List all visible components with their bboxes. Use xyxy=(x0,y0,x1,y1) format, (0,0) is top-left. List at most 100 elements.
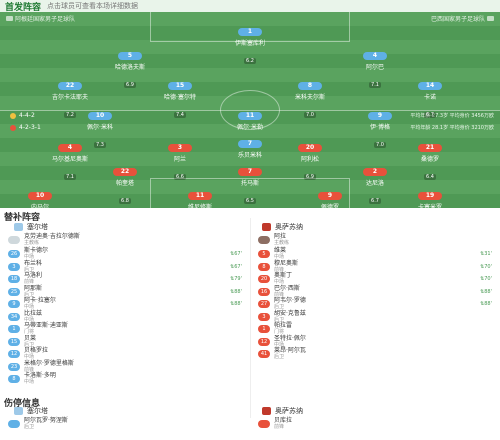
sub-number: 1 xyxy=(258,325,270,333)
page-subtitle: 点击球员可查看本场详细数据 xyxy=(47,2,139,10)
away-player[interactable]: 19卡塞米罗7.2 xyxy=(395,182,465,208)
home-avg-age: 平均年龄 27.3岁 xyxy=(410,113,449,119)
player-name: 维尼修斯 xyxy=(187,204,212,208)
sub-row[interactable]: 9 阿卡·拉塞尔 中场 ⇅88' xyxy=(8,298,242,310)
away-player[interactable]: 10内马尔7.3 xyxy=(5,182,75,208)
player-name: 伊斯塞库利 xyxy=(234,40,265,47)
home-avg-value: 平均身价 3456万欧 xyxy=(449,113,494,119)
away-team-label[interactable]: 巴西国家男子足球队 xyxy=(431,14,494,23)
home-player[interactable]: 5 哈德洛夫斯 6.9 xyxy=(95,42,165,90)
home-team-label[interactable]: 阿根廷国家男子足球队 xyxy=(6,14,75,23)
sub-row[interactable]: 3 胡安·克鲁兹 后卫 xyxy=(258,310,492,323)
sub-role: 中场 xyxy=(24,304,35,310)
right-coach-row[interactable]: 阿拉 主教练 xyxy=(258,234,492,246)
home-avg: 平均年龄 27.3岁 平均身价 3456万欧 xyxy=(410,112,494,119)
away-player[interactable]: 21 桑德罗 6.4 xyxy=(395,134,465,182)
sub-row[interactable]: 12 圣特拉·佩尔 中场 xyxy=(258,335,492,348)
player-rating: 7.0 xyxy=(304,112,316,118)
sub-name: 贝格罗拉 xyxy=(24,347,49,354)
player-rating: 6.9 xyxy=(304,174,316,180)
sub-row[interactable]: 34 比拉兹 中场 xyxy=(8,310,242,323)
home-team-name: 阿根廷国家男子足球队 xyxy=(15,16,76,23)
sub-row[interactable]: 15 贝莱 后卫 xyxy=(8,334,242,348)
sub-row[interactable]: 12 贝格罗拉 中场 xyxy=(8,348,242,360)
player-number: 14 xyxy=(418,82,442,90)
sub-number: 3 xyxy=(258,312,270,321)
sub-row[interactable]: 8 卡洛斯·多明 中场 xyxy=(8,373,242,385)
coach-role: 主教练 xyxy=(24,240,40,246)
sub-row[interactable]: 25 阿那斯 后卫 ⇅88' xyxy=(8,285,242,298)
player-name: 吉尔卡法耶夫 xyxy=(51,94,88,101)
player-name: 阿利松 xyxy=(300,156,319,163)
sub-name: 贝莱 xyxy=(24,334,37,342)
home-player[interactable]: 1 伊斯塞库利 6.2 xyxy=(215,18,285,66)
sub-number: 26 xyxy=(8,250,20,258)
home-formation-2: 4-2-3-1 xyxy=(10,124,41,131)
sub-role: 中场 xyxy=(274,254,285,260)
subs-right-team-name: 奥萨苏纳 xyxy=(275,223,303,231)
sub-time: ⇅31' xyxy=(480,251,492,257)
pitch: 阿根廷国家男子足球队 巴西国家男子足球队 4-4-2 4-2-3-1 平均年龄 … xyxy=(0,12,500,208)
injury-right-row[interactable]: 贝库拉 前锋 xyxy=(258,418,492,430)
home-player[interactable]: 4 阿尔巴 7.1 xyxy=(340,42,410,90)
player-name: 帕奎塔 xyxy=(115,180,134,187)
home-player[interactable]: 22 吉尔卡法耶夫 7.2 xyxy=(35,72,105,120)
injury-player-role: 前锋 xyxy=(274,424,285,430)
left-coach-row[interactable]: 克劳迪奥·吉拉尔德斯 主教练 xyxy=(8,234,242,246)
sub-role: 前锋 xyxy=(274,266,285,273)
player-rating: 6.8 xyxy=(119,198,131,204)
player-number: 9 xyxy=(368,112,392,120)
sub-role: 后卫 xyxy=(274,316,285,323)
sub-row[interactable]: 23 米格尔·罗德里格斯 前锋 xyxy=(8,360,242,373)
sub-number: 1 xyxy=(8,325,20,333)
center-circle xyxy=(220,90,280,130)
player-number: 4 xyxy=(58,144,82,152)
away-player[interactable]: 3 阿兰 6.6 xyxy=(145,134,215,182)
formation-icon xyxy=(10,112,16,119)
player-name: 卡诺 xyxy=(423,94,436,101)
sub-row[interactable]: 5 维莱 中场 ⇅31' xyxy=(258,248,492,260)
away-player[interactable]: 20 阿利松 6.9 xyxy=(275,134,345,182)
sub-row[interactable]: 20 奥斯丁 中场 ⇅70' xyxy=(258,273,492,285)
home-player[interactable]: 14 卡诺 6.7 xyxy=(395,72,465,120)
sub-name: 卡洛斯·多明 xyxy=(24,372,56,379)
sub-role: 前锋 xyxy=(24,366,35,373)
sub-row[interactable]: 3 布兰科 后卫 ⇅67' xyxy=(8,260,242,273)
injury-left-row[interactable]: 阿尔瓦罗·努涅斯 后卫 xyxy=(8,418,242,430)
sub-row[interactable]: 26 斯卡德尔 中场 ⇅67' xyxy=(8,248,242,260)
sub-name: 斯卡德尔 xyxy=(24,247,49,254)
injury-right-team-name: 奥萨苏纳 xyxy=(275,407,303,415)
away-player[interactable]: 9佩德罗6.9 xyxy=(295,182,365,208)
sub-row[interactable]: 1 马蒂亚斯·迪亚斯 门将 xyxy=(8,323,242,335)
player-name: 马尔基尼奥斯 xyxy=(51,156,88,163)
away-player[interactable]: 7 托马斯 6.5 xyxy=(215,158,285,206)
sub-row[interactable]: 16 巴尔·西斯 前锋 ⇅88' xyxy=(258,285,492,298)
home-player[interactable]: 9 伊·博格 7.0 xyxy=(345,102,415,150)
home-player[interactable]: 8 米科夫尔斯 7.0 xyxy=(275,72,345,120)
away-player[interactable]: 2 达尼洛 6.7 xyxy=(340,158,410,206)
flag-icon xyxy=(487,16,494,21)
sub-number: 5 xyxy=(258,250,270,258)
player-rating: 7.0 xyxy=(374,142,386,148)
sub-row[interactable]: 8 穆尼奥斯 前锋 ⇅70' xyxy=(258,259,492,273)
shirt-icon xyxy=(262,407,271,415)
sub-role: 前锋 xyxy=(24,279,35,285)
player-name: 佩尔·米勒 xyxy=(237,124,263,131)
home-player[interactable]: 10 佩尔·米科 7.3 xyxy=(65,102,135,150)
sub-row[interactable]: 18 马洛利 前锋 ⇅79' xyxy=(8,273,242,285)
away-player[interactable]: 11维尼修斯7.0 xyxy=(165,182,235,208)
shirt-icon xyxy=(14,223,23,231)
sub-row[interactable]: 27 阿韦尔·罗德 后卫 ⇅88' xyxy=(258,298,492,310)
player-rating: 6.2 xyxy=(244,58,256,64)
sub-name: 马洛利 xyxy=(24,272,43,279)
away-player[interactable]: 4 马尔基尼奥斯 7.1 xyxy=(35,134,105,182)
sub-time: ⇅88' xyxy=(230,301,242,307)
home-player[interactable]: 15 哈德·塞尔特 7.4 xyxy=(145,72,215,120)
player-number: 11 xyxy=(188,192,212,200)
sub-time: ⇅79' xyxy=(230,276,242,282)
avatar xyxy=(8,236,20,244)
sub-row[interactable]: 1 帕拉雷 门将 xyxy=(258,323,492,335)
sub-name: 穆尼奥斯 xyxy=(274,259,299,267)
sub-row[interactable]: 41 莱昂·阿尔瓦 后卫 xyxy=(258,348,492,360)
away-player[interactable]: 22 帕奎塔 6.8 xyxy=(90,158,160,206)
